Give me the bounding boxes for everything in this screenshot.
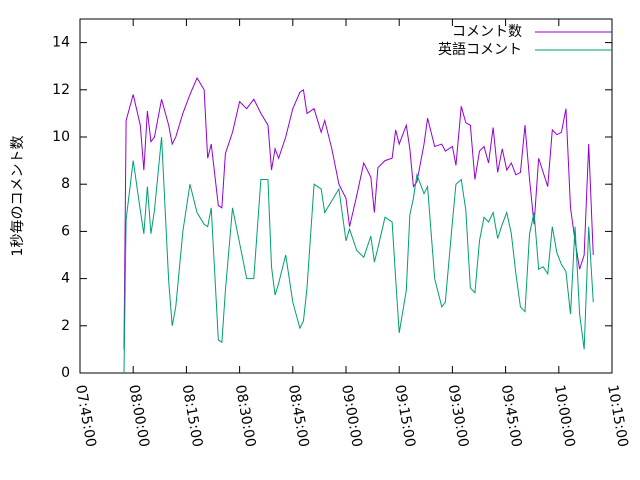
y-tick-label: 10 [52, 129, 70, 145]
x-tick-label: 08:15:00 [179, 384, 206, 449]
x-tick-label: 09:00:00 [338, 384, 365, 449]
y-tick-label: 6 [61, 223, 70, 239]
y-tick-label: 12 [52, 82, 70, 98]
line-series [123, 136, 594, 374]
y-tick-label: 0 [61, 365, 70, 381]
y-tick-label: 4 [61, 271, 70, 287]
y-tick-label: 14 [52, 35, 70, 51]
legend-label: 英語コメント [438, 41, 522, 58]
plot-frame [79, 18, 613, 374]
x-tick-label: 09:45:00 [498, 384, 525, 449]
x-tick-label: 08:00:00 [125, 384, 152, 449]
y-tick-label: 8 [61, 176, 70, 192]
line-series [123, 76, 594, 350]
x-tick-label: 09:30:00 [445, 384, 472, 449]
x-tick-label: 08:30:00 [232, 384, 259, 449]
x-tick-label: 09:15:00 [391, 384, 418, 449]
x-tick-label: 10:15:00 [604, 384, 631, 449]
y-axis-label: 1秒毎のコメント数 [10, 136, 26, 257]
x-tick-label: 10:00:00 [551, 384, 578, 449]
x-tick-label: 07:45:00 [72, 384, 99, 449]
legend-label: コメント数 [452, 24, 522, 40]
x-tick-label: 08:45:00 [285, 384, 312, 449]
y-tick-label: 2 [61, 318, 70, 334]
